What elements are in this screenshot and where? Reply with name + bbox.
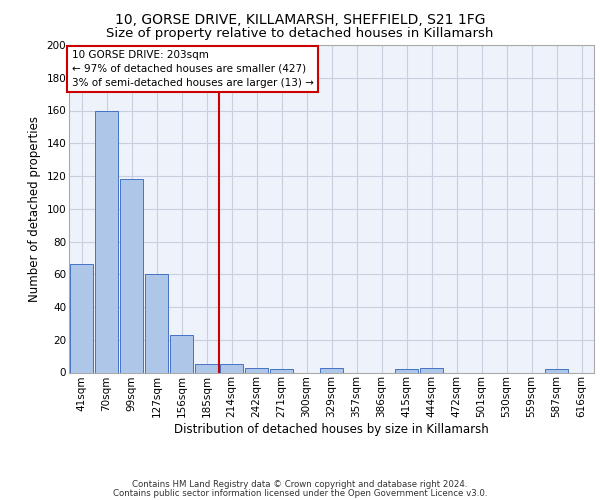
Bar	[270, 369, 293, 372]
Bar	[95, 110, 118, 372]
Bar	[320, 368, 343, 372]
Bar	[145, 274, 168, 372]
Text: 10 GORSE DRIVE: 203sqm
← 97% of detached houses are smaller (427)
3% of semi-det: 10 GORSE DRIVE: 203sqm ← 97% of detached…	[71, 50, 314, 88]
Bar	[420, 368, 443, 372]
Bar	[220, 364, 243, 372]
Y-axis label: Number of detached properties: Number of detached properties	[28, 116, 41, 302]
Bar	[120, 180, 143, 372]
Bar	[195, 364, 218, 372]
Bar	[395, 369, 418, 372]
Text: Contains HM Land Registry data © Crown copyright and database right 2024.: Contains HM Land Registry data © Crown c…	[132, 480, 468, 489]
Bar	[245, 368, 268, 372]
Bar	[545, 369, 568, 372]
Bar	[170, 335, 193, 372]
Text: Contains public sector information licensed under the Open Government Licence v3: Contains public sector information licen…	[113, 488, 487, 498]
Text: 10, GORSE DRIVE, KILLAMARSH, SHEFFIELD, S21 1FG: 10, GORSE DRIVE, KILLAMARSH, SHEFFIELD, …	[115, 12, 485, 26]
Text: Size of property relative to detached houses in Killamarsh: Size of property relative to detached ho…	[106, 28, 494, 40]
X-axis label: Distribution of detached houses by size in Killamarsh: Distribution of detached houses by size …	[174, 423, 489, 436]
Bar	[70, 264, 93, 372]
